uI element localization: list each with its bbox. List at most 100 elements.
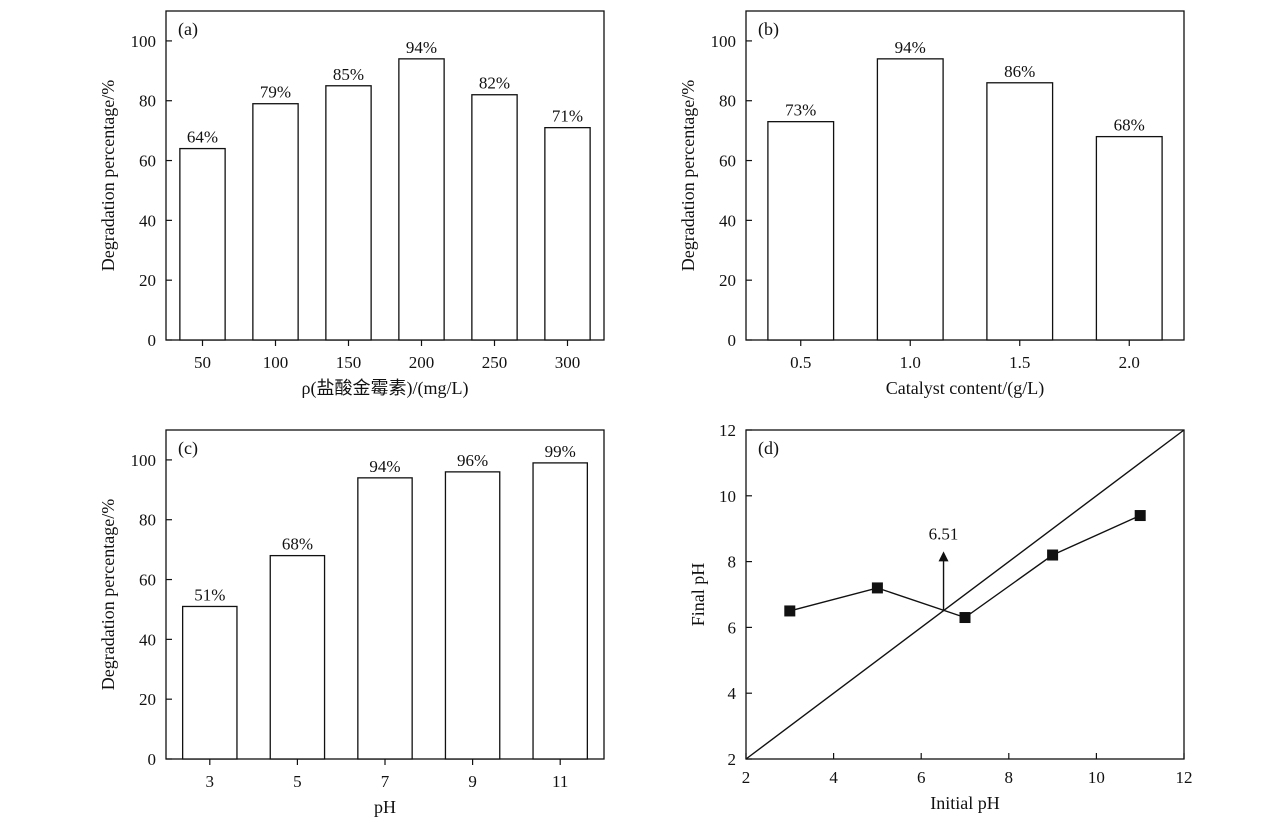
bar: [252, 103, 299, 341]
y-tick-label: 12: [719, 421, 736, 440]
series-line: [789, 514, 1141, 619]
x-tick-label: 1.0: [900, 353, 921, 372]
bar-data-label: 99%: [545, 442, 576, 461]
data-point-marker: [1047, 549, 1059, 561]
bar-data-label: 73%: [785, 101, 816, 120]
x-tick-label: 7: [381, 772, 390, 791]
x-tick-label: 3: [206, 772, 215, 791]
bar: [544, 126, 591, 341]
data-point-marker: [784, 605, 796, 617]
y-tick-label: 6: [728, 618, 737, 637]
data-point-marker: [871, 582, 883, 594]
y-tick-label: 40: [719, 211, 736, 230]
x-tick-label: 10: [1088, 768, 1105, 787]
bar-data-label: 51%: [194, 585, 225, 604]
y-tick-label: 80: [139, 92, 156, 111]
plot-frame: [745, 10, 1185, 341]
x-tick-label: 9: [468, 772, 477, 791]
y-tick-label: 100: [131, 451, 157, 470]
x-tick-label: 2: [742, 768, 751, 787]
y-axis-label: Final pH: [688, 563, 708, 627]
bar-data-label: 68%: [282, 535, 313, 554]
x-tick-label: 8: [1005, 768, 1014, 787]
bar-data-label: 82%: [479, 74, 510, 93]
bar-data-label: 96%: [457, 451, 488, 470]
chart-panel-c: 0 20 40 60 80 100 51% 3 68% 5 94% 7 96% 9 99% 11 (c) pH De…: [98, 429, 605, 817]
bar-data-label: 64%: [187, 128, 218, 147]
plot-frame: [745, 429, 1185, 760]
y-tick-label: 10: [719, 487, 736, 506]
x-tick-label: 12: [1176, 768, 1193, 787]
bar-data-label: 94%: [406, 38, 437, 57]
y-tick-label: 8: [728, 553, 737, 572]
panel-label: (d): [758, 438, 779, 459]
x-tick-label: 150: [336, 353, 362, 372]
x-axis-label: Initial pH: [930, 793, 1000, 813]
y-axis-label: Degradation percentage/%: [678, 80, 698, 271]
x-tick-label: 1.5: [1009, 353, 1030, 372]
bar-data-label: 94%: [369, 457, 400, 476]
x-tick-label: 100: [263, 353, 289, 372]
bar: [179, 147, 226, 341]
y-tick-label: 20: [139, 271, 156, 290]
panel-label: (b): [758, 19, 779, 40]
panel-label: (c): [178, 438, 198, 459]
y-tick-label: 40: [139, 211, 156, 230]
chart-panel-b: 0 20 40 60 80 100 73% 0.5 94% 1.0 86% 1.5 68% 2.0 (b) C…: [678, 10, 1185, 399]
x-tick-label: 5: [293, 772, 302, 791]
x-tick-label: 4: [829, 768, 838, 787]
x-tick-label: 200: [409, 353, 435, 372]
y-tick-label: 60: [139, 571, 156, 590]
x-tick-label: 11: [552, 772, 568, 791]
y-tick-label: 20: [719, 271, 736, 290]
bar-data-label: 85%: [333, 65, 364, 84]
bar: [876, 58, 944, 341]
chart-panel-a: 0 20 40 60 80 100 64% 50 79% 100 85% 150 94% 200 82% 25…: [98, 10, 605, 399]
y-tick-label: 4: [728, 684, 737, 703]
x-tick-label: 50: [194, 353, 211, 372]
annotation-label: 6.51: [929, 524, 959, 543]
y-tick-label: 60: [719, 152, 736, 171]
bar: [357, 477, 413, 760]
y-axis-label: Degradation percentage/%: [98, 80, 118, 271]
plot-frame: [165, 10, 605, 341]
x-axis-label: ρ(盐酸金霉素)/(mg/L): [302, 378, 469, 399]
y-tick-label: 100: [711, 32, 737, 51]
x-axis-label: pH: [374, 797, 396, 817]
data-point-marker: [959, 612, 971, 624]
y-tick-label: 100: [131, 32, 157, 51]
y-tick-label: 0: [728, 331, 737, 350]
bar: [1095, 135, 1163, 341]
bar: [269, 554, 326, 760]
bar-data-label: 94%: [895, 38, 926, 57]
bar: [767, 121, 835, 341]
x-tick-label: 250: [482, 353, 508, 372]
bar: [181, 605, 238, 760]
panel-label: (a): [178, 19, 198, 40]
bar: [986, 82, 1054, 341]
bar: [471, 94, 518, 341]
bar: [532, 462, 589, 760]
bar-data-label: 71%: [552, 107, 583, 126]
y-tick-label: 80: [719, 92, 736, 111]
chart-panel-d: 2 4 6 8 10 12 2 4 6 8 10 12 6.51 (d) Initial pH Final p…: [688, 421, 1193, 813]
data-point-marker: [1134, 510, 1146, 522]
y-tick-label: 80: [139, 511, 156, 530]
x-tick-label: 2.0: [1119, 353, 1140, 372]
y-tick-label: 0: [148, 750, 157, 769]
reference-line: [745, 429, 1185, 760]
y-tick-label: 60: [139, 152, 156, 171]
y-tick-label: 2: [728, 750, 737, 769]
y-axis-label: Degradation percentage/%: [98, 499, 118, 690]
x-tick-label: 300: [555, 353, 581, 372]
y-tick-label: 20: [139, 690, 156, 709]
x-tick-label: 0.5: [790, 353, 811, 372]
bar: [444, 471, 501, 760]
bar: [398, 58, 445, 341]
x-axis-label: Catalyst content/(g/L): [886, 378, 1044, 399]
bar-data-label: 79%: [260, 83, 291, 102]
bar-data-label: 86%: [1004, 62, 1035, 81]
y-tick-label: 40: [139, 630, 156, 649]
annotation-arrowhead: [938, 551, 949, 562]
